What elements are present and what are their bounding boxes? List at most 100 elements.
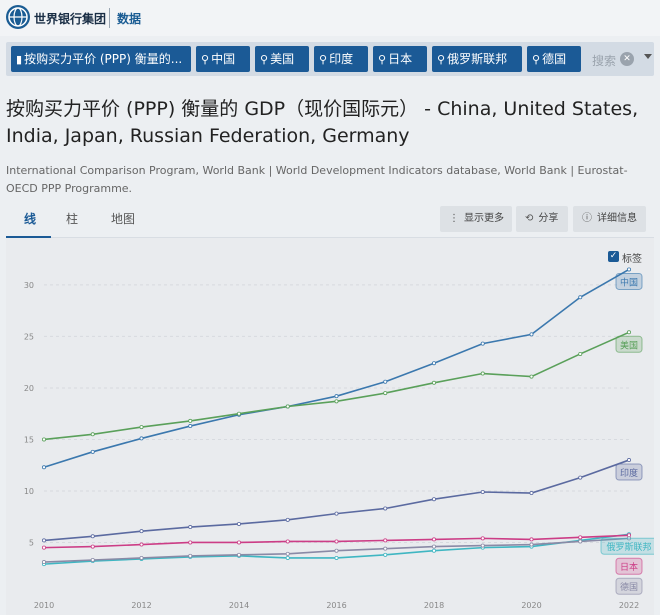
data-point bbox=[42, 545, 47, 550]
y-tick-label: 5 bbox=[29, 538, 34, 547]
data-point bbox=[383, 379, 388, 384]
series-label-box bbox=[615, 335, 643, 353]
data-point bbox=[42, 538, 47, 543]
country-chip-germany[interactable]: ⚲ 德国 bbox=[527, 46, 581, 72]
data-point bbox=[188, 424, 193, 429]
country-chip-label: 日本 bbox=[388, 52, 413, 66]
data-point bbox=[431, 380, 436, 385]
data-point bbox=[431, 537, 436, 542]
world-bank-logo-icon[interactable] bbox=[6, 5, 30, 29]
data-point bbox=[578, 539, 583, 544]
data-point bbox=[90, 557, 95, 562]
map-pin-icon: ⚲ bbox=[532, 53, 541, 66]
data-point bbox=[285, 555, 290, 560]
data-point bbox=[139, 555, 144, 560]
data-point bbox=[578, 475, 583, 480]
map-pin-icon: ⚲ bbox=[378, 53, 387, 66]
data-point bbox=[383, 538, 388, 543]
data-point bbox=[334, 539, 339, 544]
y-tick-label: 30 bbox=[24, 281, 34, 290]
data-point bbox=[236, 552, 241, 557]
series-label: 美国 bbox=[620, 339, 638, 351]
series-label: 印度 bbox=[620, 467, 638, 479]
top-bar: 世界银行集团 数据 bbox=[0, 0, 660, 36]
data-point bbox=[529, 491, 534, 496]
data-point bbox=[529, 332, 534, 337]
series-label: 俄罗斯联邦 bbox=[606, 541, 651, 553]
show-more-label: 显示更多 bbox=[464, 213, 504, 224]
x-tick-label: 2016 bbox=[326, 601, 346, 610]
section-link[interactable]: 数据 bbox=[117, 12, 142, 26]
country-chip-china[interactable]: ⚲ 中国 bbox=[196, 46, 250, 72]
map-pin-icon: ⚲ bbox=[260, 53, 269, 66]
data-point bbox=[383, 552, 388, 557]
series-label-box bbox=[615, 577, 643, 595]
details-label: 详细信息 bbox=[597, 213, 637, 224]
data-point bbox=[236, 411, 241, 416]
chevron-down-icon[interactable] bbox=[644, 54, 652, 59]
series-line bbox=[43, 459, 630, 542]
line-chart: 5 10 15 20 25 30 2010 2012 2014 2016 2018 2020 2022 中… bbox=[24, 267, 654, 610]
data-point bbox=[188, 525, 193, 530]
data-point bbox=[285, 551, 290, 556]
clear-icon[interactable]: ✕ bbox=[620, 52, 634, 66]
data-point bbox=[285, 517, 290, 522]
data-point bbox=[90, 544, 95, 549]
share-label: 分享 bbox=[538, 213, 559, 224]
data-point bbox=[578, 295, 583, 300]
search-input[interactable]: 搜索 bbox=[592, 54, 617, 68]
series-line bbox=[43, 268, 630, 469]
header-divider bbox=[109, 8, 110, 28]
map-pin-icon: ⚲ bbox=[319, 53, 328, 66]
map-pin-icon: ⚲ bbox=[437, 53, 446, 66]
data-point bbox=[188, 418, 193, 423]
data-point bbox=[383, 506, 388, 511]
tab-bar[interactable]: 柱 bbox=[66, 212, 79, 226]
country-chip-russia[interactable]: ⚲ 俄罗斯联邦 bbox=[432, 46, 522, 72]
data-point bbox=[480, 536, 485, 541]
show-more-button[interactable]: ⋮ 显示更多 bbox=[440, 206, 512, 232]
share-button[interactable]: ⟲ 分享 bbox=[516, 206, 568, 232]
series-label-box bbox=[600, 537, 654, 555]
series-label-box bbox=[615, 272, 643, 290]
data-point bbox=[334, 548, 339, 553]
data-point bbox=[236, 540, 241, 545]
labels-checkbox[interactable]: ✓ bbox=[608, 251, 619, 262]
chart-tabs: 线 柱 地图 ⋮ 显示更多 ⟲ 分享 ⓘ 详细信息 bbox=[6, 202, 654, 238]
data-point bbox=[627, 330, 632, 335]
data-point bbox=[480, 543, 485, 548]
data-point bbox=[334, 394, 339, 399]
data-point bbox=[529, 542, 534, 547]
map-pin-icon: ⚲ bbox=[201, 53, 210, 66]
country-chip-label: 美国 bbox=[270, 52, 295, 66]
x-tick-label: 2010 bbox=[34, 601, 54, 610]
tab-map[interactable]: 地图 bbox=[111, 212, 136, 226]
country-chip-label: 俄罗斯联邦 bbox=[447, 52, 508, 66]
data-point bbox=[578, 535, 583, 540]
data-point bbox=[188, 540, 193, 545]
data-point bbox=[42, 465, 47, 470]
chart-area: 5 10 15 20 25 30 2010 2012 2014 2016 2018 2020 2022 中… bbox=[6, 238, 654, 615]
country-chip-label: 印度 bbox=[329, 52, 354, 66]
y-tick-label: 25 bbox=[24, 332, 34, 341]
y-tick-label: 10 bbox=[24, 487, 34, 496]
y-tick-label: 20 bbox=[24, 384, 34, 393]
country-chip-japan[interactable]: ⚲ 日本 bbox=[373, 46, 427, 72]
site-name[interactable]: 世界银行集团 bbox=[34, 12, 107, 26]
tab-line[interactable]: 线 bbox=[24, 212, 37, 226]
indicator-chip[interactable]: ▮ 按购买力平价 (PPP) 衡量的... bbox=[11, 46, 191, 72]
data-point bbox=[334, 399, 339, 404]
details-button[interactable]: ⓘ 详细信息 bbox=[573, 206, 646, 232]
data-point bbox=[529, 537, 534, 542]
more-vertical-icon: ⋮ bbox=[449, 213, 459, 224]
filter-bar: ▮ 按购买力平价 (PPP) 衡量的... ⚲ 中国 ⚲ 美国 ⚲ 印度 ⚲ 日本 ⚲ 俄罗… bbox=[6, 42, 654, 76]
share-icon: ⟲ bbox=[525, 213, 534, 224]
country-chip-label: 德国 bbox=[542, 52, 567, 66]
x-tick-label: 2012 bbox=[131, 601, 151, 610]
data-point bbox=[285, 404, 290, 409]
country-chip-india[interactable]: ⚲ 印度 bbox=[314, 46, 368, 72]
country-chip-usa[interactable]: ⚲ 美国 bbox=[255, 46, 309, 72]
labels-checkbox-label: 标签 bbox=[622, 254, 642, 265]
bar-chart-icon: ▮ bbox=[16, 53, 23, 66]
data-point bbox=[383, 546, 388, 551]
